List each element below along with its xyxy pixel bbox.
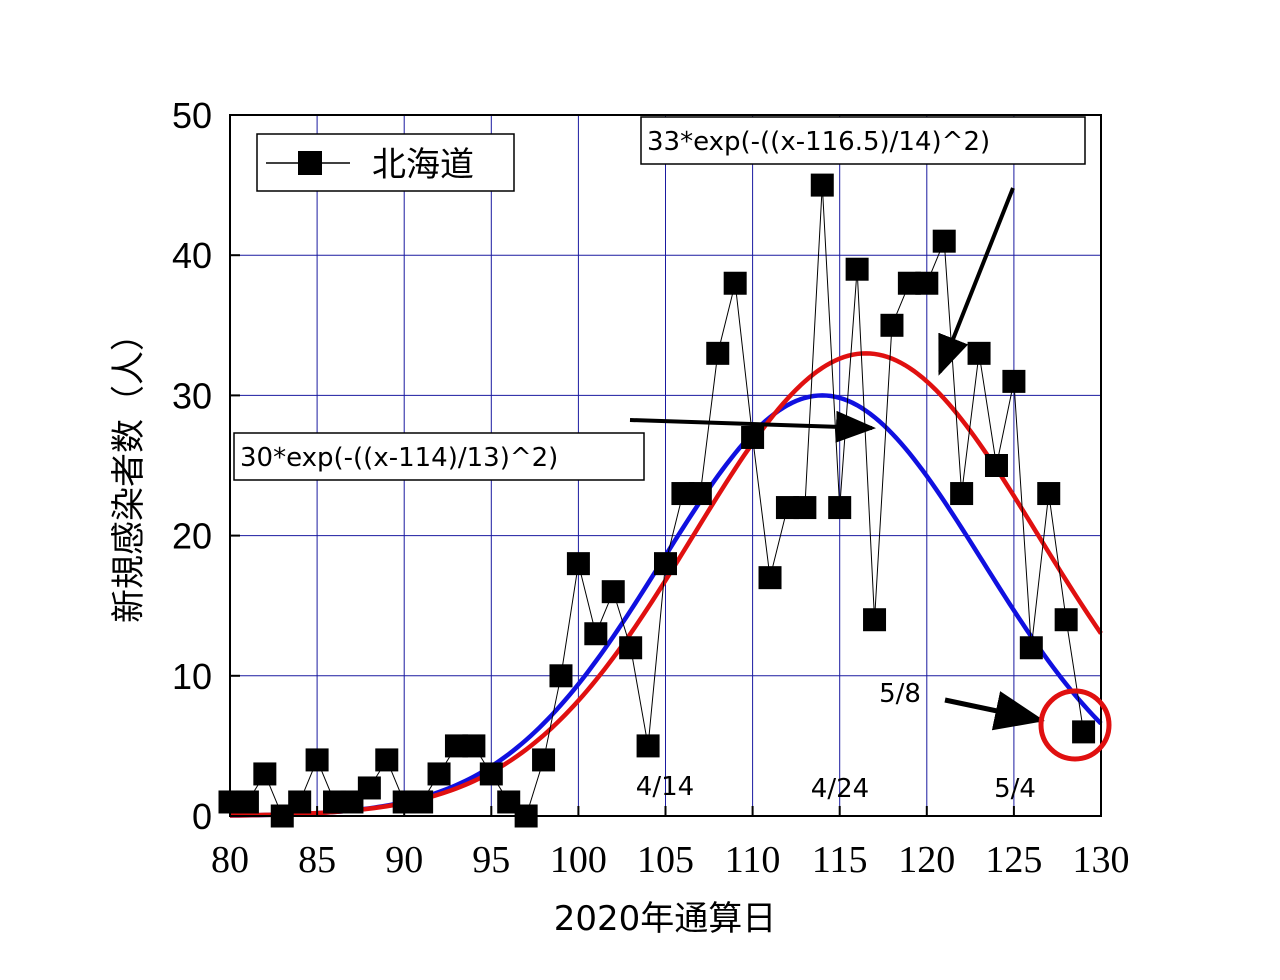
legend-marker bbox=[298, 151, 322, 175]
data-point bbox=[706, 341, 730, 365]
data-point bbox=[427, 762, 451, 786]
x-tick-label-4: 100 bbox=[550, 839, 607, 881]
data-point bbox=[1002, 369, 1026, 393]
x-tick-label-0: 80 bbox=[211, 839, 249, 881]
data-point bbox=[410, 790, 434, 814]
data-point bbox=[636, 734, 660, 758]
x-tick-label-10: 130 bbox=[1073, 839, 1130, 881]
x-tick-label-3: 95 bbox=[472, 839, 510, 881]
data-point bbox=[915, 271, 939, 295]
y-axis-title: 新規感染者数（人） bbox=[109, 317, 149, 623]
data-point bbox=[340, 790, 364, 814]
x-tick-label-8: 120 bbox=[898, 839, 955, 881]
data-point bbox=[1037, 482, 1061, 506]
data-point bbox=[462, 734, 486, 758]
data-point bbox=[532, 748, 556, 772]
data-point bbox=[984, 454, 1008, 477]
data-point bbox=[1019, 636, 1043, 660]
fit-label-red: 33*exp(-((x-116.5)/14)^2) bbox=[640, 116, 1086, 165]
data-point bbox=[828, 496, 852, 520]
x-tick-labels: 80 85 90 95 100 105 110 115 120 125 130 bbox=[211, 806, 1130, 881]
data-point bbox=[305, 748, 329, 772]
fit-label-blue-text: 30*exp(-((x-114)/13)^2) bbox=[240, 443, 558, 473]
data-series bbox=[218, 173, 1096, 828]
data-point bbox=[688, 482, 712, 506]
data-point bbox=[793, 496, 817, 520]
data-point bbox=[479, 762, 503, 786]
x-tick-label-2: 90 bbox=[385, 839, 423, 881]
data-point bbox=[1072, 720, 1096, 744]
data-point bbox=[950, 482, 974, 506]
data-point bbox=[810, 173, 834, 197]
data-point bbox=[863, 608, 887, 632]
data-point bbox=[619, 636, 643, 660]
data-point bbox=[932, 229, 956, 253]
x-tick-label-7: 115 bbox=[812, 839, 868, 881]
y-tick-label-3: 30 bbox=[172, 375, 212, 416]
data-point bbox=[671, 482, 695, 506]
data-point bbox=[323, 790, 347, 814]
arrow-to-last-point bbox=[944, 691, 1045, 731]
y-tick-label-2: 20 bbox=[172, 516, 212, 557]
legend-label: 北海道 bbox=[372, 145, 474, 185]
data-point bbox=[723, 271, 747, 295]
x-tick-label-1: 85 bbox=[298, 839, 336, 881]
x-axis-title: 2020年通算日 bbox=[554, 899, 777, 939]
data-point bbox=[584, 622, 608, 646]
data-point bbox=[897, 271, 921, 295]
data-point bbox=[235, 790, 259, 814]
arrow-to-red-fit bbox=[938, 187, 1015, 376]
data-point bbox=[549, 664, 573, 688]
data-point bbox=[444, 734, 468, 758]
x-tick-label-5: 105 bbox=[637, 839, 694, 881]
y-tick-labels: 0 10 20 30 40 50 bbox=[172, 95, 240, 837]
data-point bbox=[497, 790, 521, 814]
data-point bbox=[775, 496, 799, 520]
data-point bbox=[601, 580, 625, 604]
highlight-circle bbox=[1038, 688, 1112, 762]
data-point bbox=[392, 790, 416, 814]
data-point bbox=[758, 566, 782, 590]
annotation-5-8: 5/8 bbox=[879, 679, 921, 709]
annotation-4-24: 4/24 bbox=[811, 774, 869, 804]
data-point bbox=[357, 776, 381, 800]
fit-label-blue: 30*exp(-((x-114)/13)^2) bbox=[233, 432, 645, 481]
data-point bbox=[375, 748, 399, 772]
data-point bbox=[1054, 608, 1078, 632]
annotation-4-14: 4/14 bbox=[636, 772, 694, 802]
fit-label-red-text: 33*exp(-((x-116.5)/14)^2) bbox=[647, 127, 990, 157]
y-tick-label-1: 10 bbox=[172, 656, 212, 697]
data-point bbox=[880, 313, 904, 337]
y-tick-label-4: 40 bbox=[172, 235, 212, 276]
data-point bbox=[845, 257, 869, 281]
annotation-5-4: 5/4 bbox=[994, 774, 1036, 804]
data-point bbox=[741, 425, 765, 449]
data-point bbox=[654, 552, 677, 576]
data-point bbox=[253, 762, 277, 786]
legend: 北海道 bbox=[256, 133, 515, 192]
data-point bbox=[288, 790, 312, 814]
x-tick-label-6: 110 bbox=[725, 839, 781, 881]
y-tick-label-0: 0 bbox=[192, 796, 212, 837]
data-point bbox=[566, 552, 590, 576]
data-point bbox=[967, 341, 991, 365]
x-tick-label-9: 125 bbox=[985, 839, 1042, 881]
y-tick-label-5: 50 bbox=[172, 95, 212, 136]
arrow-to-blue-fit bbox=[629, 410, 876, 443]
